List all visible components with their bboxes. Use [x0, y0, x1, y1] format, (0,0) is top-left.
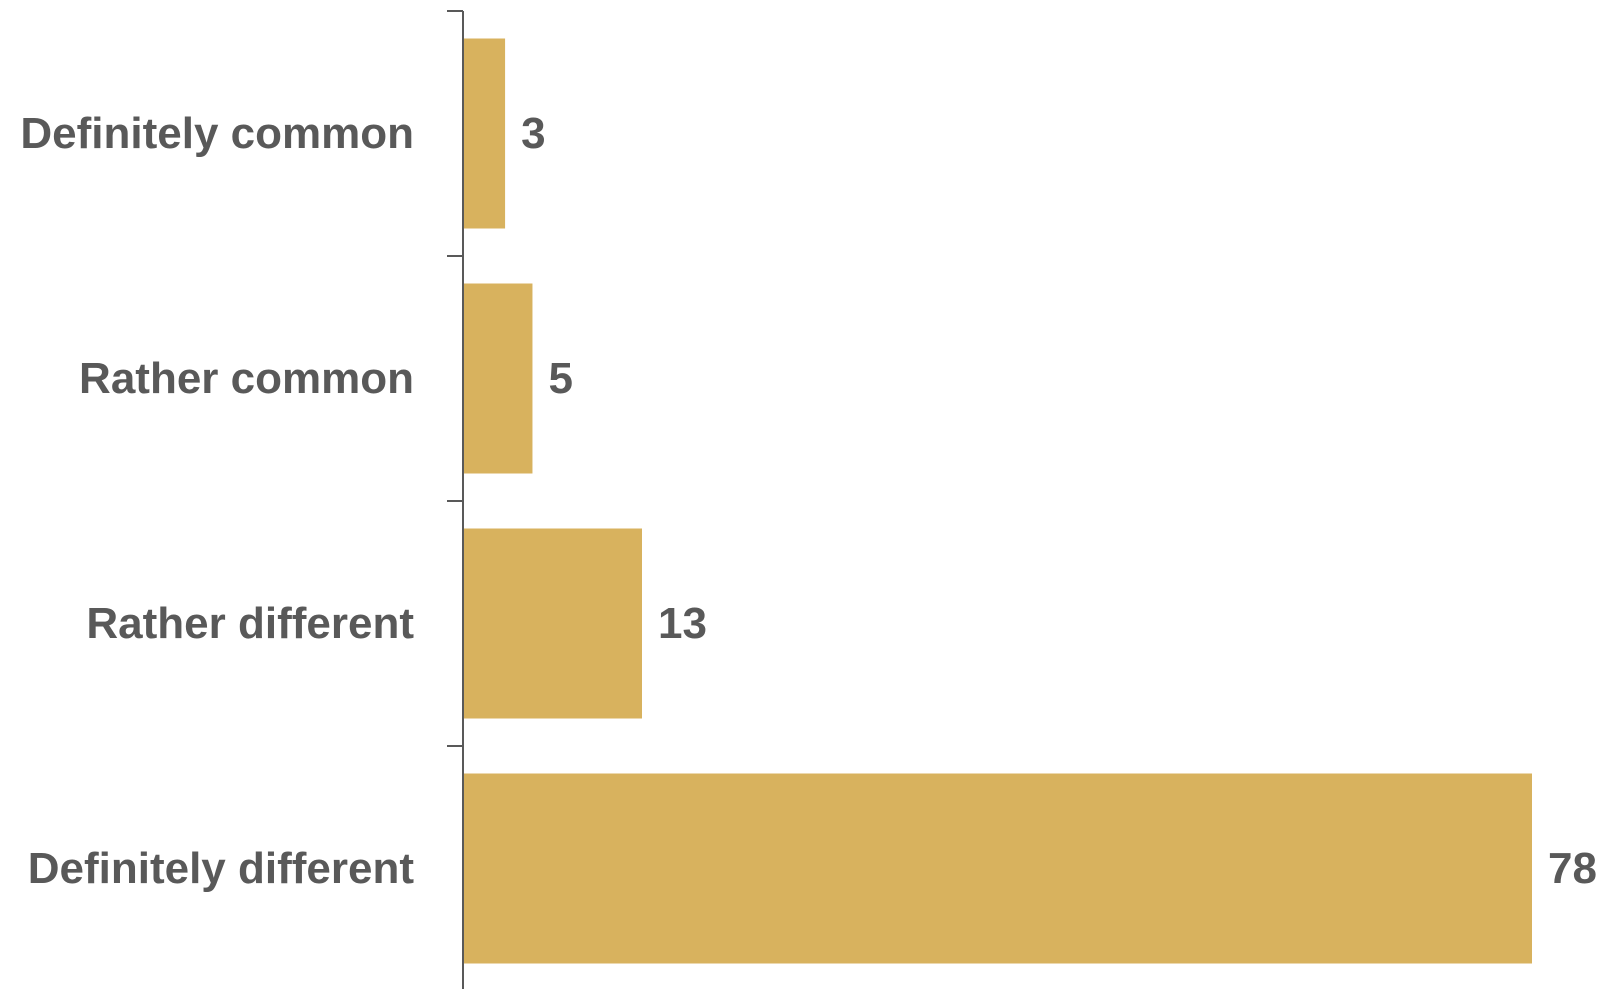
category-label: Definitely different — [28, 844, 415, 893]
category-label: Definitely common — [20, 109, 414, 158]
bar — [464, 38, 506, 229]
category-labels: Definitely common Rather common Rather dif… — [20, 109, 414, 893]
data-label: 78 — [1548, 844, 1597, 893]
value-labels: 3 5 13 78 — [521, 109, 1597, 893]
category-label: Rather different — [86, 599, 414, 648]
data-label: 5 — [548, 354, 572, 403]
category-label: Rather common — [79, 354, 414, 403]
data-label: 13 — [658, 599, 707, 648]
bar — [464, 283, 533, 474]
bars — [464, 38, 1532, 964]
bar — [464, 773, 1532, 964]
data-label: 3 — [521, 109, 545, 158]
bar — [464, 528, 642, 719]
y-axis — [447, 10, 464, 989]
